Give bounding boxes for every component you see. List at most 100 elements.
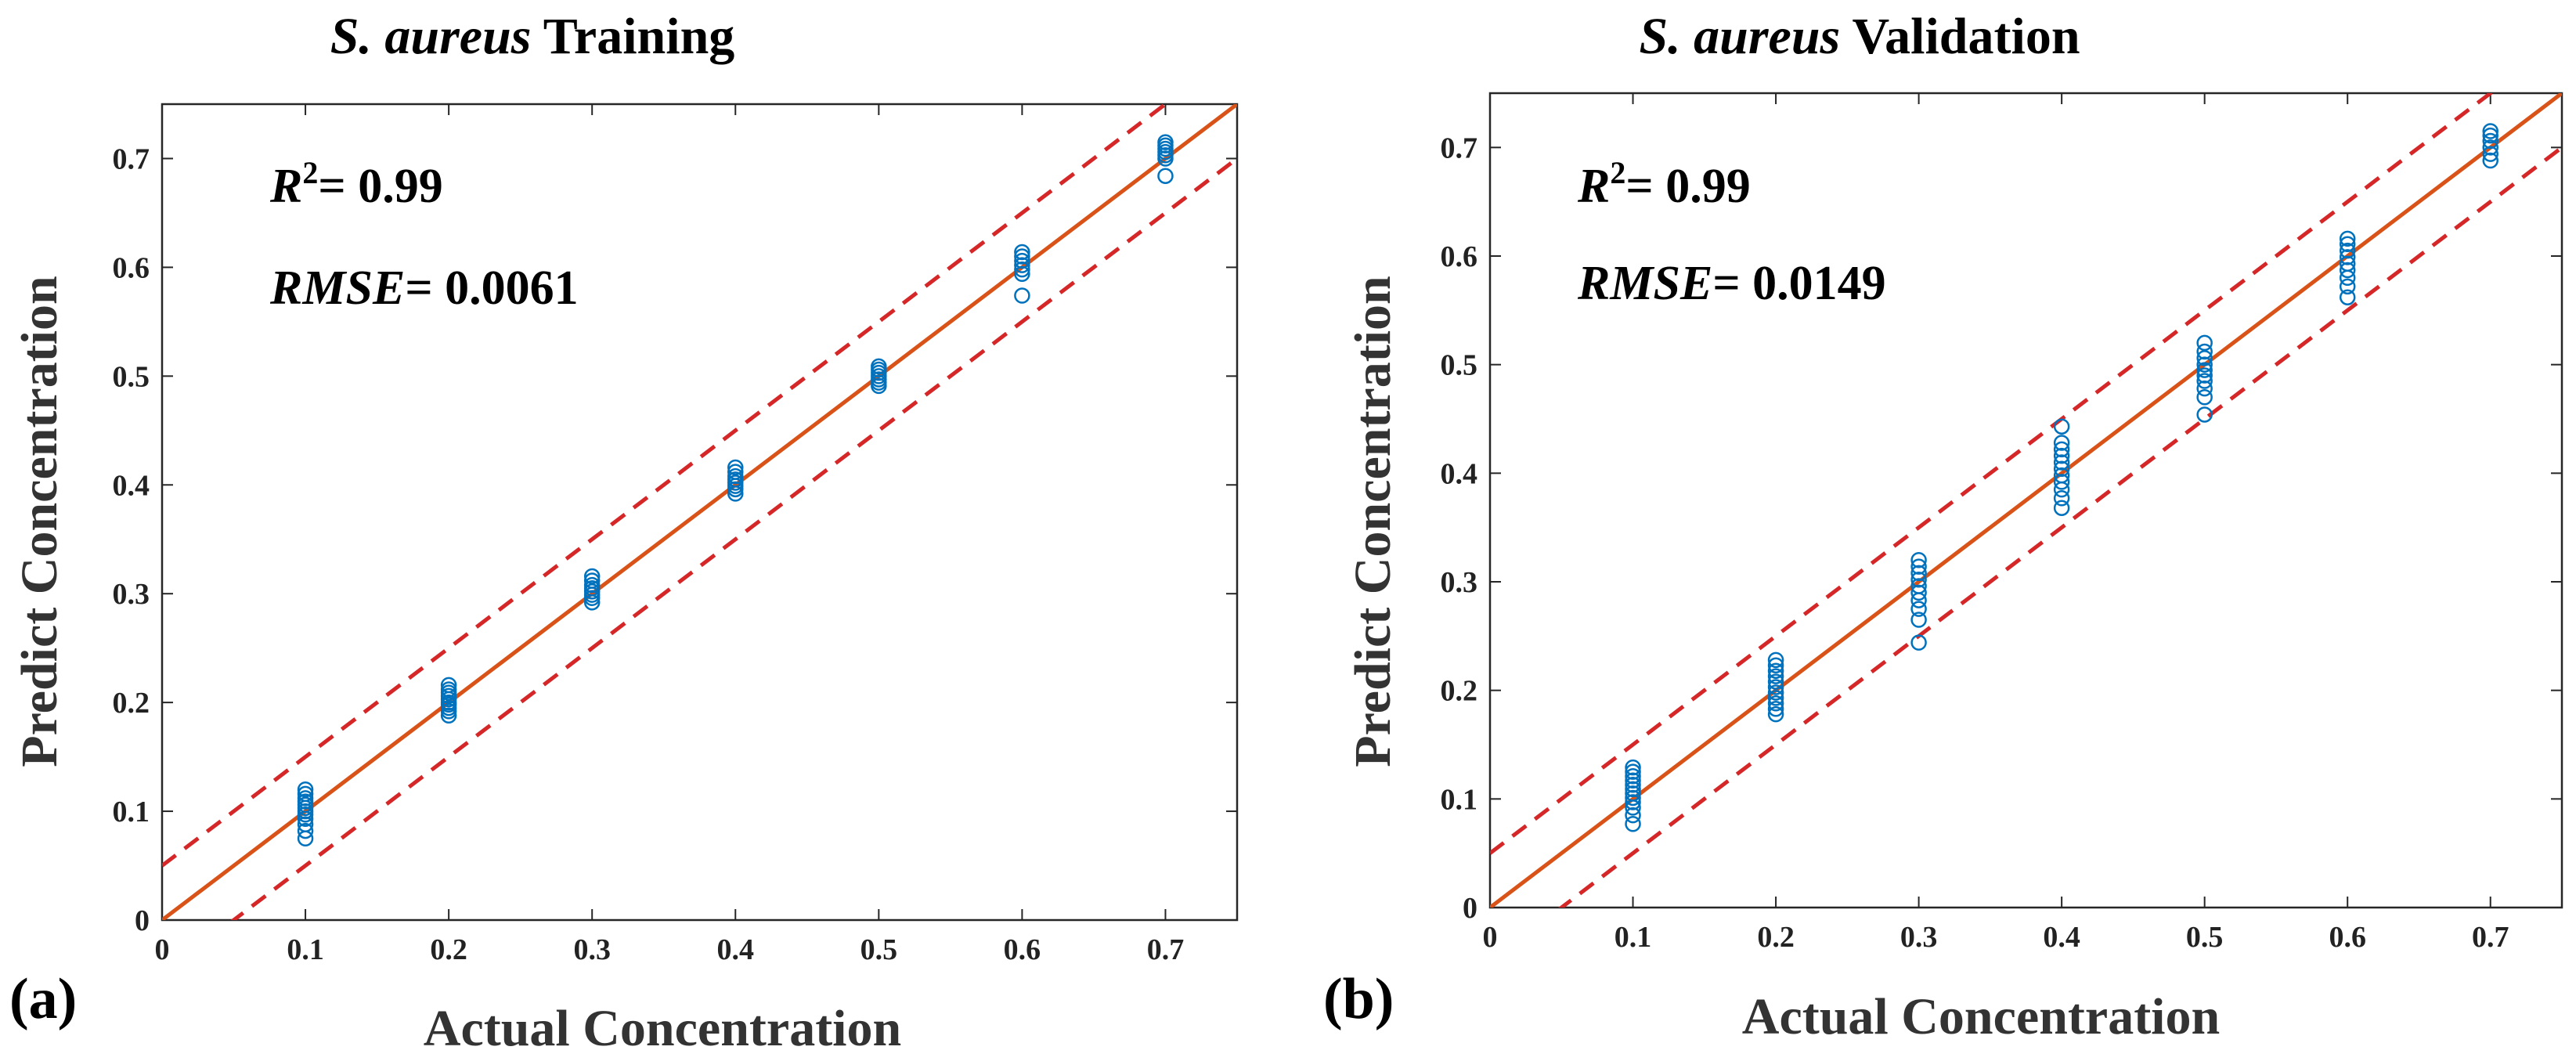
axes-frame (1488, 92, 2563, 909)
data-point (2339, 262, 2356, 279)
y-tick-label: 0 (135, 904, 150, 937)
plot-area: 0 0.1 0.2 0.3 0.4 0.5 0.6 0.7 0 0.1 0.2 0.3 0.4 0.5 0.… (1441, 92, 2563, 954)
data-point (583, 576, 601, 594)
data-point (2339, 230, 2356, 247)
x-tick-label: 0.2 (1757, 921, 1795, 954)
y-tick-label: 0 (1463, 892, 1477, 925)
data-point (1625, 789, 1641, 807)
data-point (1910, 634, 1927, 651)
data-point (1625, 794, 1641, 810)
data-point (727, 467, 744, 485)
data-point (2196, 334, 2213, 352)
x-tick-label: 0.4 (2043, 921, 2080, 954)
data-point (2482, 132, 2498, 150)
x-tick-label: 0.7 (2472, 921, 2509, 954)
fit-line (1490, 93, 2562, 908)
data-point (2053, 460, 2070, 478)
reference-lines (162, 104, 1237, 920)
data-point (2339, 242, 2356, 259)
y-tick-label: 0.2 (1441, 675, 1478, 708)
data-point (2053, 441, 2070, 458)
data-point (1014, 287, 1030, 304)
data-point (1625, 815, 1641, 832)
x-tick-label: 0.5 (860, 933, 898, 966)
data-point (1910, 584, 1927, 601)
data-point (2196, 362, 2213, 378)
data-point (2196, 389, 2213, 406)
x-tick-label: 0.1 (287, 933, 324, 966)
y-tick-label: 0.2 (113, 687, 150, 720)
panel-label: (a) (9, 967, 77, 1031)
data-point (1625, 763, 1641, 780)
data-point (1625, 785, 1641, 802)
y-tick-label: 0.3 (1441, 566, 1478, 599)
data-point (1625, 772, 1641, 789)
chart-title: S. aureus Training (330, 8, 735, 65)
data-point (1767, 679, 1784, 695)
data-point (1014, 252, 1030, 269)
data-point (1767, 700, 1784, 717)
data-point (2482, 139, 2498, 156)
data-point (1014, 261, 1030, 278)
y-tick-label: 0.6 (113, 251, 150, 284)
data-point (2053, 435, 2070, 451)
data-point (727, 459, 744, 476)
data-point (1910, 578, 1927, 594)
chart-panel-training: S. aureus Training 0 0.1 0.2 0.3 0.4 0.5 0.6 0.… (9, 8, 1239, 1057)
data-point (297, 822, 314, 839)
data-point (1910, 552, 1927, 568)
data-point (297, 781, 314, 798)
data-point (1157, 168, 1174, 184)
axes-frame (161, 103, 1239, 922)
annotation-r2: R2= 0.99 (269, 155, 443, 213)
data-point (1767, 662, 1784, 679)
x-tick-label: 0.7 (1147, 933, 1185, 966)
data-point (1767, 684, 1784, 701)
data-point (2482, 146, 2498, 162)
data-point (1767, 690, 1784, 706)
data-point (1910, 612, 1927, 628)
data-point (2196, 367, 2213, 384)
y-tick-label: 0.4 (113, 469, 150, 502)
data-point (2053, 454, 2070, 471)
data-point (2339, 289, 2356, 305)
data-point (1767, 706, 1784, 723)
data-point (1625, 807, 1641, 824)
data-point (1767, 695, 1784, 712)
data-point (297, 785, 314, 803)
data-point (2196, 373, 2213, 389)
x-tick-label: 0.6 (1004, 933, 1041, 966)
y-tick-label: 0.6 (1441, 240, 1478, 273)
data-point (1014, 248, 1030, 265)
data-point (297, 790, 314, 807)
data-point (440, 707, 457, 724)
data-point (2339, 255, 2356, 272)
panel-label: (b) (1323, 967, 1394, 1031)
data-point (1767, 657, 1784, 674)
data-point (2196, 380, 2213, 397)
data-point (2196, 343, 2213, 360)
data-point (440, 681, 457, 698)
data-point (2339, 249, 2356, 265)
chart-panel-validation: S. aureus Validation 0 0.1 0.2 0.3 0.4 0.5 0.6… (1323, 8, 2563, 1045)
data-point (2482, 123, 2498, 139)
data-point (1910, 565, 1927, 582)
annotation-rmse: RMSE= 0.0149 (1577, 257, 1886, 310)
x-axis-label: Actual Concentration (1742, 988, 2220, 1045)
y-tick-label: 0.7 (113, 143, 150, 175)
annotation-rmse: RMSE= 0.0061 (269, 262, 579, 315)
data-point (2196, 350, 2213, 366)
y-tick-label: 0.3 (113, 578, 150, 611)
data-point (2053, 489, 2070, 507)
x-tick-label: 0.2 (430, 933, 467, 966)
y-tick-label: 0.5 (1441, 349, 1478, 382)
data-point (2482, 152, 2498, 169)
x-tick-label: 0.6 (2329, 921, 2366, 954)
chart-title: S. aureus Validation (1639, 8, 2080, 65)
data-point (1625, 777, 1641, 793)
y-axis-label: Predict Concentration (11, 276, 68, 767)
data-point (2482, 127, 2498, 144)
x-axis-label: Actual Concentration (424, 1000, 901, 1057)
data-point (1767, 668, 1784, 684)
data-point (2053, 467, 2070, 484)
